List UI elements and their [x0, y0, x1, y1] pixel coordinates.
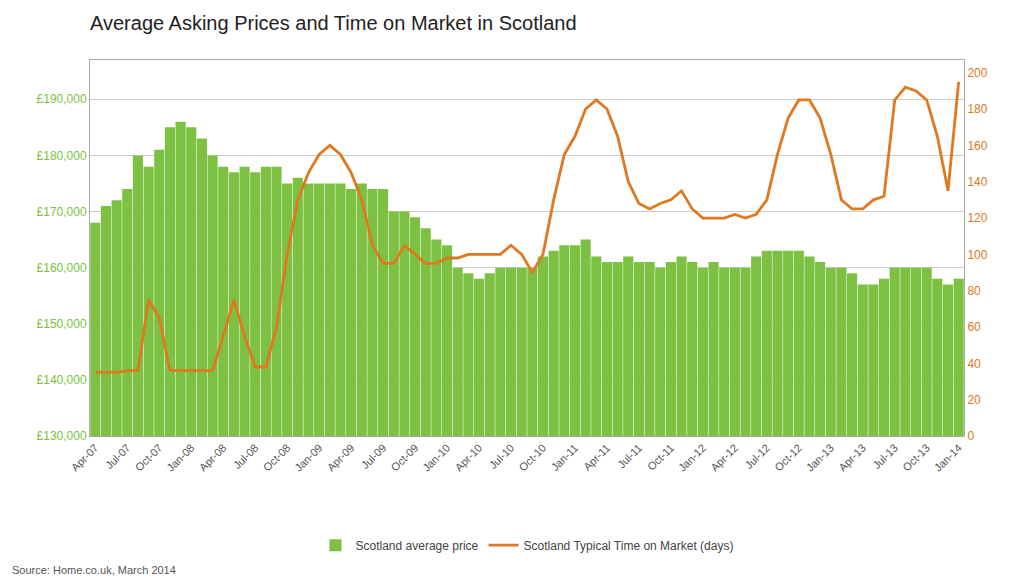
svg-text:Jan-14: Jan-14	[932, 442, 964, 474]
svg-text:Jul-13: Jul-13	[870, 442, 900, 472]
svg-text:Jan-09: Jan-09	[292, 442, 324, 474]
svg-text:40: 40	[967, 357, 981, 371]
svg-text:Oct-08: Oct-08	[261, 442, 293, 474]
svg-text:Jul-12: Jul-12	[742, 442, 772, 472]
svg-text:Jan-11: Jan-11	[549, 442, 581, 474]
svg-text:Jan-10: Jan-10	[420, 442, 452, 474]
svg-text:Jul-11: Jul-11	[615, 442, 644, 471]
svg-text:Jul-10: Jul-10	[487, 442, 517, 472]
svg-text:20: 20	[967, 393, 981, 407]
svg-text:Scotland Typical Time on Marke: Scotland Typical Time on Market (days)	[524, 539, 734, 553]
svg-text:£180,000: £180,000	[37, 149, 87, 163]
svg-text:140: 140	[967, 175, 987, 189]
svg-text:Source: Home.co.uk, March 2014: Source: Home.co.uk, March 2014	[12, 564, 176, 576]
svg-text:Apr-10: Apr-10	[453, 442, 485, 474]
svg-text:£140,000: £140,000	[37, 373, 87, 387]
svg-text:120: 120	[967, 211, 987, 225]
svg-text:£150,000: £150,000	[37, 317, 87, 331]
svg-text:160: 160	[967, 139, 987, 153]
svg-text:Oct-11: Oct-11	[645, 442, 676, 473]
svg-text:Scotland average price: Scotland average price	[356, 539, 479, 553]
svg-text:Average Asking Prices and Time: Average Asking Prices and Time on Market…	[90, 12, 577, 34]
svg-text:£130,000: £130,000	[37, 429, 87, 443]
svg-text:Jul-08: Jul-08	[231, 442, 261, 472]
svg-text:Jul-07: Jul-07	[103, 442, 133, 472]
svg-text:Jan-13: Jan-13	[804, 442, 836, 474]
svg-text:60: 60	[967, 320, 981, 334]
svg-text:180: 180	[967, 102, 987, 116]
svg-text:80: 80	[967, 284, 981, 298]
svg-text:Oct-07: Oct-07	[133, 442, 165, 474]
svg-text:Apr-11: Apr-11	[581, 442, 612, 473]
svg-text:Apr-08: Apr-08	[197, 442, 229, 474]
svg-text:100: 100	[967, 248, 987, 262]
svg-text:£190,000: £190,000	[37, 92, 87, 106]
svg-text:Jan-12: Jan-12	[676, 442, 708, 474]
svg-text:Oct-12: Oct-12	[772, 442, 804, 474]
svg-text:Jul-09: Jul-09	[359, 442, 389, 472]
svg-text:Apr-07: Apr-07	[69, 442, 101, 474]
svg-text:£170,000: £170,000	[37, 205, 87, 219]
svg-text:200: 200	[967, 66, 987, 80]
svg-text:Oct-13: Oct-13	[900, 442, 932, 474]
svg-text:Apr-09: Apr-09	[325, 442, 357, 474]
svg-text:Oct-09: Oct-09	[389, 442, 421, 474]
svg-text:Oct-10: Oct-10	[516, 442, 548, 474]
svg-text:Apr-12: Apr-12	[708, 442, 740, 474]
svg-text:Apr-13: Apr-13	[836, 442, 868, 474]
svg-text:0: 0	[967, 429, 974, 443]
svg-text:£160,000: £160,000	[37, 261, 87, 275]
svg-text:Jan-08: Jan-08	[164, 442, 196, 474]
